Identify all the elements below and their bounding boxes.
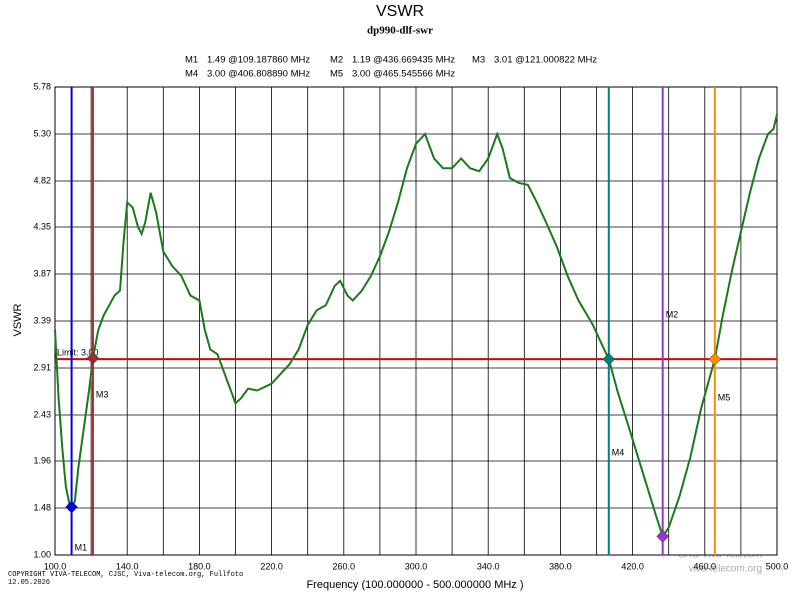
x-tick-label: 380.0 (549, 561, 572, 571)
y-tick-label: 3.87 (33, 268, 51, 278)
y-tick-label: 5.78 (33, 81, 51, 91)
marker-point (65, 500, 78, 514)
marker-readout: 1.49 @109.187860 MHz (207, 55, 310, 66)
y-tick-label: 1.00 (33, 549, 51, 559)
watermark: viva-telecom.org (689, 564, 762, 575)
x-tick-label: 100.0 (44, 561, 67, 571)
x-tick-label: 300.0 (405, 561, 428, 571)
marker-tag: M4 (612, 447, 625, 457)
footer-line: COPYRIGHT VIVA-TELECOM, CJSC, Viva-telec… (8, 571, 243, 579)
marker-point (708, 352, 722, 366)
y-tick-label: 3.39 (33, 315, 51, 325)
marker-tag: M1 (75, 542, 88, 552)
marker-name: M1 (185, 55, 198, 66)
marker-name: M3 (472, 55, 485, 66)
marker-readout: 1.19 @436.669435 MHz (352, 55, 455, 66)
y-tick-label: 5.30 (33, 128, 51, 138)
marker-name: M5 (330, 69, 343, 80)
marker-readout: 3.01 @121.000822 MHz (494, 55, 597, 66)
x-tick-label: 140.0 (116, 561, 139, 571)
vswr-line (54, 114, 778, 539)
marker-readout: 3.00 @406.808890 MHz (207, 69, 310, 80)
chart-title: VSWR (376, 3, 424, 20)
marker-point (86, 351, 100, 365)
x-tick-label: 220.0 (260, 561, 283, 571)
y-axis-label: VSWR (12, 303, 24, 336)
marker-point (656, 530, 670, 543)
y-tick-label: 4.35 (33, 221, 51, 231)
x-tick-label: 340.0 (477, 561, 500, 571)
x-tick-label: 260.0 (333, 561, 356, 571)
marker-name: M4 (185, 69, 198, 80)
x-tick-label: 420.0 (621, 561, 644, 571)
footer-line: 12.05.2026 (8, 579, 50, 587)
x-tick-label: 500.0 (766, 561, 789, 571)
y-tick-label: 4.82 (33, 175, 51, 185)
chart-subtitle: dp990-dlf-swr (367, 25, 433, 37)
marker-tag: M2 (666, 309, 679, 319)
y-tick-label: 1.96 (33, 455, 51, 465)
x-tick-label: 180.0 (188, 561, 211, 571)
marker-tag: M5 (718, 392, 731, 402)
x-axis-label: Frequency (100.000000 - 500.000000 MHz ) (306, 579, 523, 591)
x-tick-label: 460.0 (694, 561, 717, 571)
marker-name: M2 (330, 55, 343, 66)
marker-point (602, 352, 616, 366)
y-tick-label: 2.91 (33, 362, 51, 372)
y-tick-label: 1.48 (33, 502, 51, 512)
limit-label: Limit: 3.00 (57, 348, 99, 358)
marker-readout: 3.00 @465.545566 MHz (352, 69, 455, 80)
y-tick-label: 2.43 (33, 409, 51, 419)
marker-tag: M3 (96, 389, 109, 399)
